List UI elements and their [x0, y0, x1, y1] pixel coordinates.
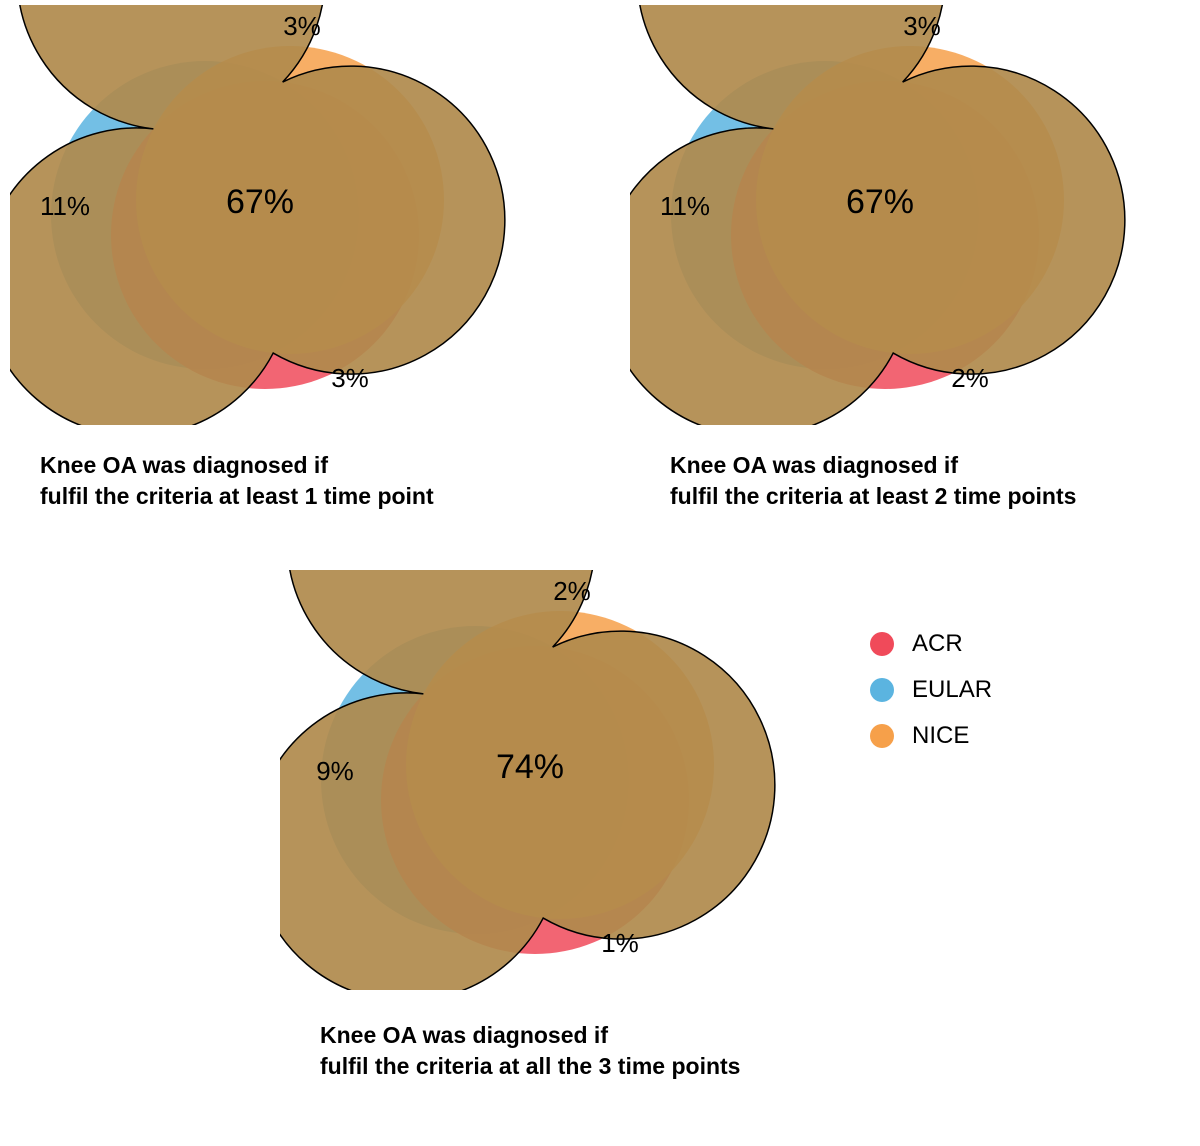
acr-pct-label: 2%	[951, 363, 989, 393]
venn-diagram: 67% 3% 11% 2%	[630, 5, 1130, 425]
legend-dot-icon	[870, 724, 894, 748]
venn-svg: 67% 3% 11% 3%	[10, 5, 510, 425]
eular-pct-label: 9%	[316, 756, 354, 786]
legend: ACR EULAR NICE	[870, 630, 992, 768]
venn-svg: 74% 2% 9% 1%	[280, 570, 780, 990]
legend-label: ACR	[912, 630, 963, 658]
acr-pct-label: 1%	[601, 928, 639, 958]
venn-diagram: 67% 3% 11% 3%	[10, 5, 510, 425]
nice-pct-label: 2%	[553, 576, 591, 606]
legend-dot-icon	[870, 678, 894, 702]
venn-svg: 67% 3% 11% 2%	[630, 5, 1130, 425]
legend-label: NICE	[912, 722, 969, 750]
legend-dot-icon	[870, 632, 894, 656]
eular-pct-label: 11%	[40, 191, 90, 221]
acr-pct-label: 3%	[331, 363, 369, 393]
venn-figure-page: 67% 3% 11% 3% Knee OA was diagnosed if fulfi…	[0, 0, 1200, 1146]
venn-caption: Knee OA was diagnosed if fulfil the crit…	[320, 1020, 740, 1082]
center-pct-label: 74%	[496, 748, 564, 786]
eular-pct-label: 11%	[660, 191, 710, 221]
legend-label: EULAR	[912, 676, 992, 704]
legend-item-eular: EULAR	[870, 676, 992, 704]
venn-caption: Knee OA was diagnosed if fulfil the crit…	[40, 450, 434, 512]
center-pct-label: 67%	[226, 183, 294, 221]
nice-pct-label: 3%	[903, 11, 941, 41]
nice-pct-label: 3%	[283, 11, 321, 41]
venn-diagram: 74% 2% 9% 1%	[280, 570, 780, 990]
center-pct-label: 67%	[846, 183, 914, 221]
legend-item-nice: NICE	[870, 722, 992, 750]
legend-item-acr: ACR	[870, 630, 992, 658]
venn-caption: Knee OA was diagnosed if fulfil the crit…	[670, 450, 1076, 512]
